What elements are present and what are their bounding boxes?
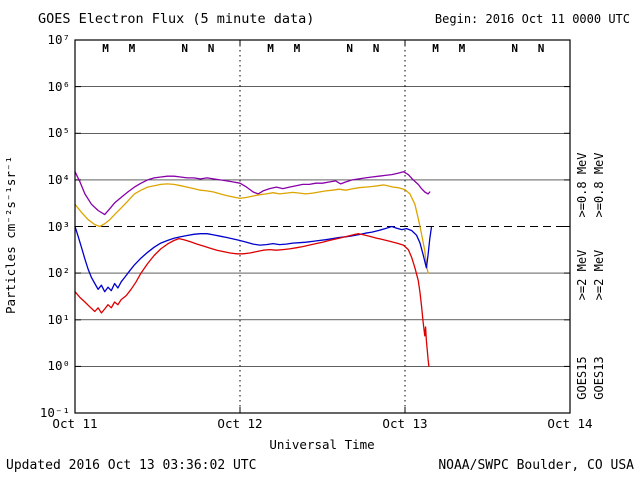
series-line xyxy=(74,225,433,293)
satellite-noon-marker: N xyxy=(373,42,380,55)
satellite-noon-marker: N xyxy=(208,42,215,55)
satellite-noon-marker: N xyxy=(181,42,188,55)
updated-timestamp: Updated 2016 Oct 13 03:36:02 UTC xyxy=(6,458,256,473)
legend-goes15-e2-label: >=2 MeV xyxy=(575,250,589,301)
plot-frame xyxy=(74,39,571,414)
y-tick-label: 10⁷ xyxy=(47,32,70,47)
begin-timestamp: Begin: 2016 Oct 11 0000 UTC xyxy=(435,12,630,26)
y-tick-label: 10¹ xyxy=(47,312,70,327)
satellite-midnight-marker: M xyxy=(267,42,274,55)
x-axis-label: Universal Time xyxy=(269,437,374,452)
grid-lines xyxy=(75,86,570,367)
y-tick-label: 10⁻¹ xyxy=(40,405,70,420)
y-tick-label: 10⁰ xyxy=(47,358,70,373)
y-tick-label: 10⁶ xyxy=(47,79,70,94)
legend-goes13-e08-label: >=0.8 MeV xyxy=(592,152,606,217)
satellite-midnight-marker: M xyxy=(102,42,109,55)
satellite-midnight-marker: M xyxy=(459,42,466,55)
x-tick-label: Oct 14 xyxy=(547,416,592,431)
satellite-noon-marker: N xyxy=(346,42,353,55)
series-line xyxy=(74,233,430,368)
plot-title: GOES Electron Flux (5 minute data) xyxy=(38,11,314,27)
legend-goes13-e2-label: >=2 MeV xyxy=(592,250,606,301)
y-tick-label: 10⁵ xyxy=(47,125,70,140)
y-tick-label: 10² xyxy=(47,265,70,280)
satellite-midnight-marker: M xyxy=(432,42,439,55)
legend-goes15-e08-label: >=0.8 MeV xyxy=(575,152,589,217)
y-tick-label: 10³ xyxy=(47,219,70,234)
x-tick-label: Oct 13 xyxy=(382,416,427,431)
series-line xyxy=(74,183,429,274)
flux-curves xyxy=(74,171,433,368)
x-tick-label: Oct 12 xyxy=(217,416,262,431)
satellite-noon-marker: N xyxy=(538,42,545,55)
satellite-midnight-marker: M xyxy=(294,42,301,55)
x-tick-label: Oct 11 xyxy=(52,416,97,431)
satellite-midnight-marker: M xyxy=(129,42,136,55)
series-line xyxy=(74,171,431,216)
y-tick-label: 10⁴ xyxy=(47,172,70,187)
satellite-noon-marker: N xyxy=(511,42,518,55)
legend-goes13-label: GOES13 xyxy=(592,356,606,399)
y-axis-label: Particles cm⁻²s⁻¹sr⁻¹ xyxy=(3,156,18,314)
credit-label: NOAA/SWPC Boulder, CO USA xyxy=(438,458,634,473)
legend-goes15-label: GOES15 xyxy=(575,356,589,399)
